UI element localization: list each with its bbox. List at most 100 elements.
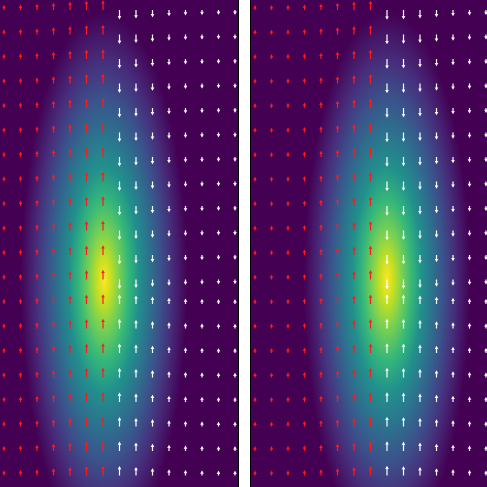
field-arrow — [401, 83, 406, 93]
field-arrow — [18, 225, 23, 231]
field-arrow — [51, 370, 56, 378]
field-arrow — [434, 181, 439, 189]
field-arrow — [467, 469, 472, 476]
field-arrow — [167, 83, 171, 90]
field-arrow — [418, 59, 422, 68]
field-arrow — [101, 294, 105, 304]
field-arrow — [319, 52, 323, 59]
field-arrow — [484, 206, 487, 212]
field-arrow — [101, 196, 105, 206]
field-arrow — [233, 470, 237, 476]
field-arrow — [68, 442, 72, 451]
field-arrow — [167, 108, 171, 115]
field-arrow — [134, 59, 138, 68]
field-arrow — [286, 53, 290, 59]
field-arrow — [269, 348, 274, 353]
field-arrow — [385, 230, 389, 241]
field-arrow — [418, 34, 422, 43]
field-arrow — [183, 230, 188, 237]
field-arrow — [68, 1, 72, 10]
field-arrow — [253, 201, 257, 206]
field-arrow — [101, 269, 105, 280]
field-arrow — [385, 367, 389, 378]
field-arrow — [385, 83, 389, 94]
field-arrow — [233, 279, 237, 285]
field-arrow — [216, 397, 221, 402]
field-arrow — [418, 279, 422, 288]
field-arrow — [183, 181, 188, 188]
field-arrow — [2, 102, 6, 108]
field-arrow — [286, 200, 290, 206]
field-arrow — [434, 230, 439, 238]
field-arrow — [401, 319, 406, 329]
field-arrow — [451, 346, 455, 353]
field-arrow — [302, 249, 307, 255]
field-arrow — [434, 296, 439, 304]
field-arrow — [451, 322, 455, 329]
field-arrow — [134, 108, 138, 117]
field-arrow — [233, 348, 237, 353]
field-arrow — [269, 470, 274, 476]
field-arrow — [401, 279, 406, 289]
field-arrow — [418, 206, 422, 215]
field-arrow — [401, 368, 406, 378]
field-arrow — [368, 25, 373, 35]
field-arrow — [167, 132, 171, 139]
field-arrow — [418, 320, 422, 329]
field-arrow — [352, 173, 356, 182]
field-arrow — [200, 34, 204, 40]
field-arrow — [401, 417, 406, 427]
field-arrow — [200, 157, 204, 163]
field-arrow — [117, 417, 122, 427]
field-arrow — [484, 230, 487, 236]
field-arrow — [134, 132, 138, 142]
field-arrow — [352, 393, 356, 402]
field-arrow — [51, 468, 56, 476]
field-arrow — [233, 157, 237, 162]
field-arrow — [2, 249, 6, 255]
field-arrow — [84, 392, 89, 402]
field-arrow — [134, 466, 138, 476]
field-arrow — [484, 421, 487, 427]
field-arrow — [302, 102, 307, 108]
field-arrow — [302, 151, 307, 157]
field-arrow — [302, 200, 307, 206]
field-arrow — [434, 279, 439, 287]
field-arrow — [451, 420, 455, 427]
field-arrow — [368, 147, 373, 157]
right-field-plot — [251, 0, 487, 487]
field-arrow — [434, 468, 439, 476]
field-arrow — [134, 295, 138, 304]
field-arrow — [467, 181, 472, 188]
field-arrow — [352, 271, 356, 280]
field-arrow — [269, 103, 274, 108]
field-arrow — [2, 29, 6, 35]
field-arrow — [269, 5, 274, 10]
field-arrow — [368, 123, 373, 133]
field-arrow — [269, 323, 274, 329]
field-arrow — [401, 343, 406, 353]
field-arrow — [150, 59, 155, 67]
field-arrow — [451, 132, 455, 139]
field-arrow — [216, 299, 221, 304]
field-arrow — [134, 34, 138, 44]
field-arrow — [200, 298, 204, 304]
field-arrow — [385, 255, 389, 265]
field-arrow — [451, 83, 455, 90]
field-arrow — [183, 298, 188, 304]
field-arrow — [117, 59, 122, 69]
field-arrow — [117, 157, 122, 167]
field-arrow — [167, 34, 171, 41]
field-arrow — [286, 176, 290, 182]
field-arrow — [467, 279, 472, 286]
field-arrow — [18, 249, 23, 255]
field-arrow — [183, 108, 188, 114]
field-arrow — [183, 59, 188, 65]
field-arrow — [467, 206, 472, 212]
field-arrow — [467, 420, 472, 427]
field-arrow — [134, 442, 138, 451]
field-arrow — [451, 230, 455, 237]
density-heatmap — [251, 0, 487, 487]
field-arrow — [352, 1, 356, 10]
field-arrow — [2, 323, 6, 329]
